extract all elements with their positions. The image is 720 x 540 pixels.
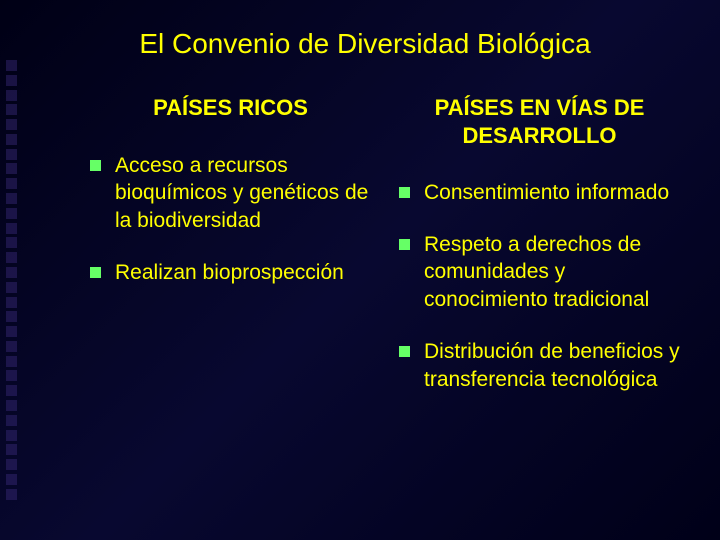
right-column-heading: PAÍSES EN VÍAS DE DESARROLLO [399, 94, 680, 149]
list-item: Realizan bioprospección [90, 259, 371, 287]
right-column: PAÍSES EN VÍAS DE DESARROLLO Consentimie… [399, 94, 680, 417]
list-item-text: Distribución de beneficios y transferenc… [424, 338, 680, 393]
left-column: PAÍSES RICOS Acceso a recursos bioquímic… [90, 94, 371, 417]
bullet-icon [90, 160, 101, 171]
list-item: Respeto a derechos de comunidades y cono… [399, 231, 680, 314]
right-column-list: Consentimiento informado Respeto a derec… [399, 179, 680, 393]
slide-container: El Convenio de Diversidad Biológica PAÍS… [0, 0, 720, 540]
left-column-list: Acceso a recursos bioquímicos y genético… [90, 152, 371, 287]
columns-wrapper: PAÍSES RICOS Acceso a recursos bioquímic… [90, 94, 680, 417]
list-item: Consentimiento informado [399, 179, 680, 207]
list-item-text: Realizan bioprospección [115, 259, 371, 287]
bullet-icon [399, 187, 410, 198]
bullet-icon [399, 239, 410, 250]
list-item: Distribución de beneficios y transferenc… [399, 338, 680, 393]
slide-title: El Convenio de Diversidad Biológica [50, 28, 680, 60]
bullet-icon [399, 346, 410, 357]
left-column-heading: PAÍSES RICOS [90, 94, 371, 122]
list-item: Acceso a recursos bioquímicos y genético… [90, 152, 371, 235]
list-item-text: Respeto a derechos de comunidades y cono… [424, 231, 680, 314]
list-item-text: Acceso a recursos bioquímicos y genético… [115, 152, 371, 235]
bullet-icon [90, 267, 101, 278]
list-item-text: Consentimiento informado [424, 179, 680, 207]
